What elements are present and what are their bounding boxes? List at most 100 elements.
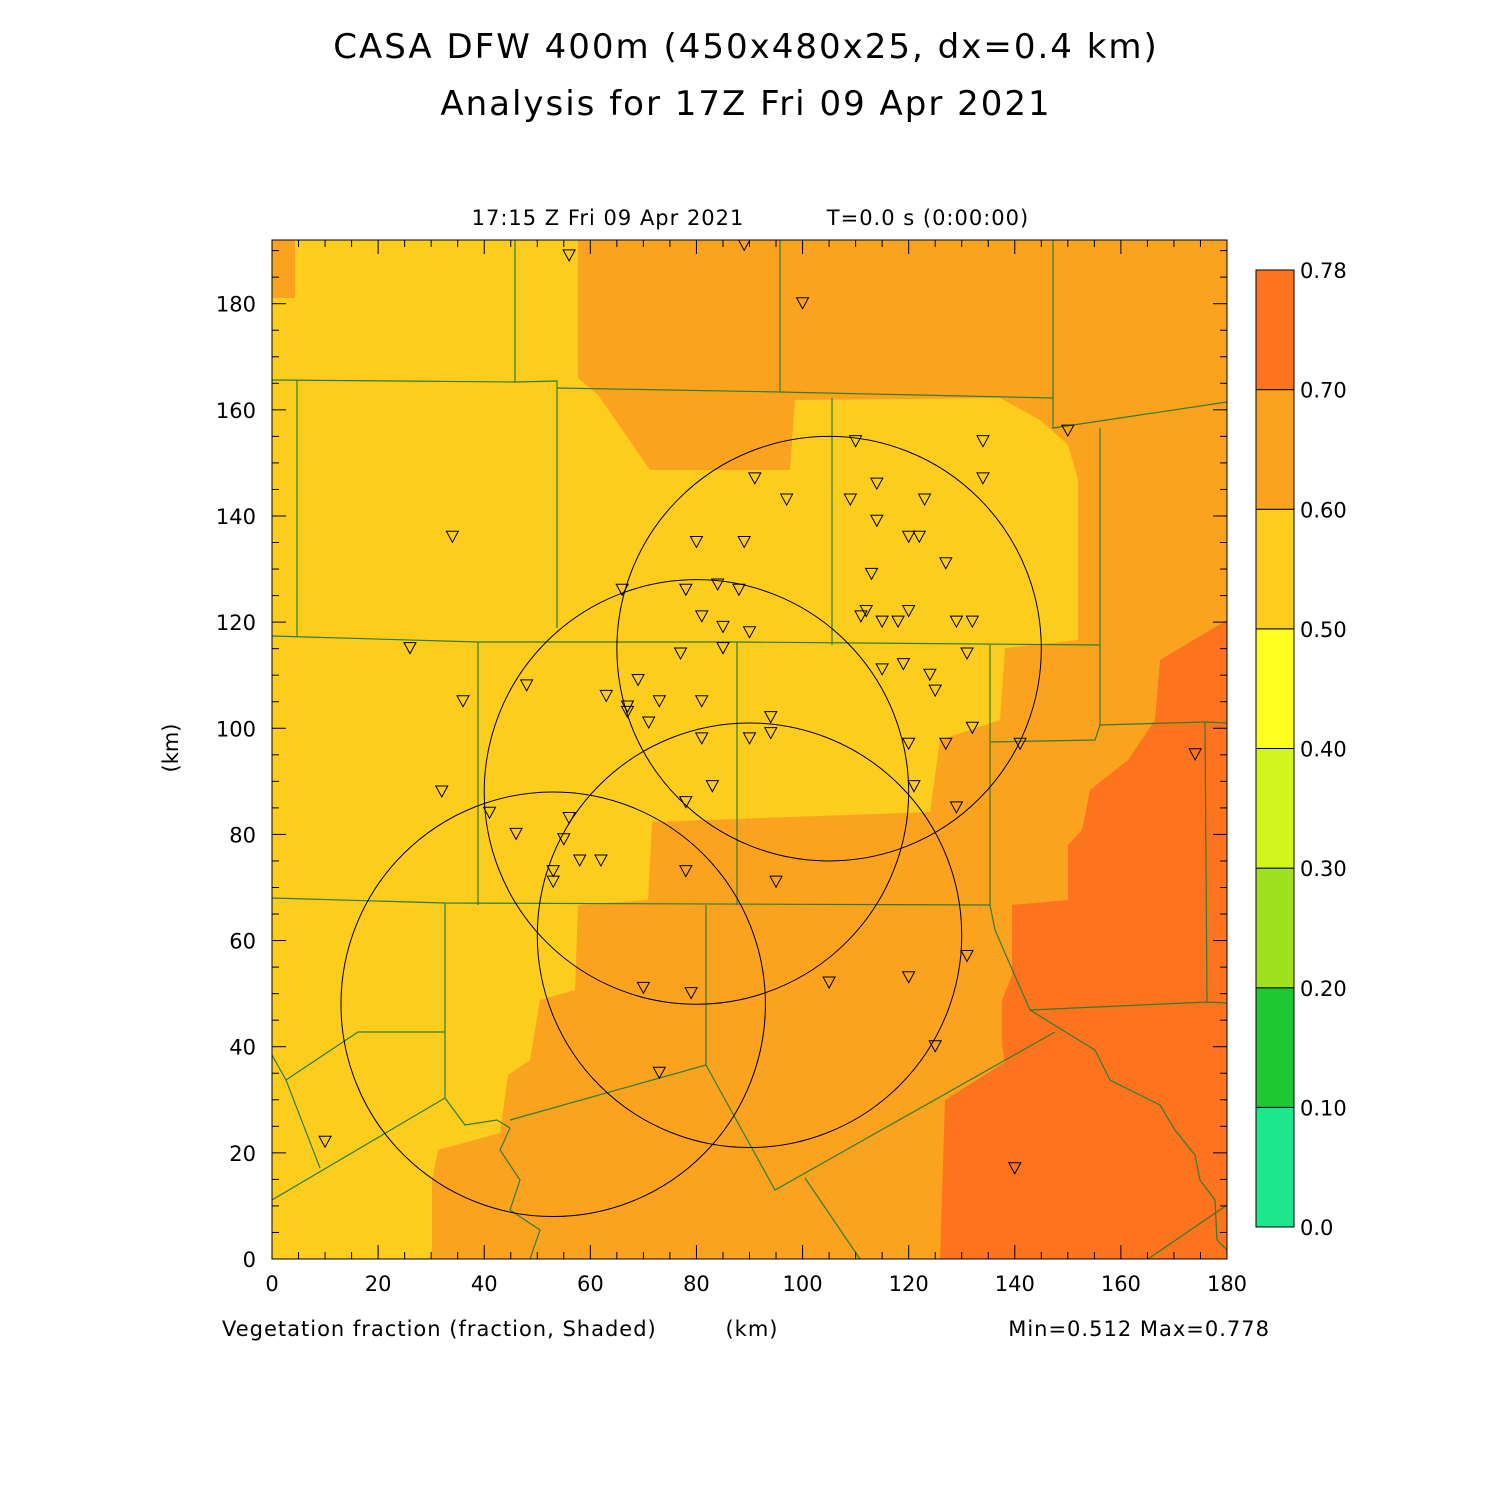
station-marker [689,536,704,549]
station-markers [318,240,1203,1175]
station-marker [864,567,879,581]
station-marker [652,695,667,708]
station-marker [949,801,964,814]
station-marker [1013,737,1027,751]
colorbar: 0.0 0.10 0.20 0.30 0.40 0.50 0.60 0.70 0.78 [1255,259,1347,1240]
station-marker [403,642,417,655]
station-marker [960,647,974,661]
station-marker [556,833,571,846]
x-tick-label: 140 [995,1272,1035,1296]
plot-area [272,240,1227,1259]
station-marker [434,785,449,799]
station-marker [928,684,943,698]
station-marker [482,806,497,820]
station-marker [694,610,709,623]
y-tick-label: 100 [216,717,256,741]
station-marker [763,711,778,724]
station-marker [901,530,916,544]
colorbar-label: 0.30 [1300,857,1347,881]
colorbar-segment [1255,867,1295,989]
station-marker [599,689,614,703]
station-marker [896,658,911,671]
station-marker [631,674,645,687]
colorbar-segment [1255,628,1295,749]
station-marker [636,981,651,995]
station-marker [716,620,730,634]
y-tick-label: 120 [216,611,256,635]
station-marker [641,716,656,730]
field-label: Vegetation fraction (fraction, Shaded) [222,1317,657,1341]
time-stamp-label: 17:15 Z Fri 09 Apr 2021 [472,206,745,230]
y-axis: 0 20 40 60 80 100 120 140 160 180 [216,250,1227,1272]
y-tick-label: 60 [229,930,256,954]
station-marker [562,811,576,825]
station-marker [732,583,746,597]
model-time-label: T=0.0 s (0:00:00) [826,206,1029,230]
station-marker [678,583,693,597]
x-tick-label: 80 [683,1272,710,1296]
x-tick-label: 120 [889,1272,929,1296]
station-marker [694,695,709,708]
range-ring [536,722,963,1149]
x-tick-label: 60 [577,1272,604,1296]
station-marker [960,949,974,963]
station-marker [912,530,927,544]
station-marker [445,530,460,544]
station-marker [976,472,990,485]
station-marker [594,854,608,867]
station-marker [779,493,794,507]
station-marker [763,727,778,740]
station-marker [318,1135,332,1149]
station-marker [620,705,635,719]
station-marker [678,865,693,878]
colorbar-label: 0.40 [1300,738,1347,762]
station-marker [875,663,889,676]
x-tick-label: 160 [1101,1272,1141,1296]
x-tick-label: 100 [783,1272,823,1296]
station-marker [928,1040,943,1053]
station-marker [901,971,916,984]
colorbar-label: 0.0 [1300,1216,1333,1240]
station-marker [716,642,730,655]
field-band-070-078 [940,620,1227,1259]
station-marker [901,737,916,751]
station-marker [737,536,752,549]
x-tick-label: 40 [471,1272,498,1296]
station-marker [742,732,757,745]
y-tick-label: 80 [229,823,256,847]
y-tick-label: 160 [216,399,256,423]
y-tick-label: 20 [229,1142,256,1166]
station-marker [694,732,709,745]
station-marker [875,615,889,629]
y-tick-label: 180 [216,293,256,317]
colorbar-segment [1255,389,1295,510]
station-marker [684,987,698,1000]
station-marker [615,583,630,597]
station-marker [869,514,884,528]
field-band-050-060 [272,240,1078,1259]
range-ring [616,435,1042,862]
colorbar-label: 0.10 [1300,1096,1347,1120]
station-marker [965,721,980,735]
station-marker [519,679,534,692]
y-tick-label: 140 [216,505,256,529]
station-marker [509,827,523,841]
station-marker [869,477,884,491]
station-marker [546,865,561,878]
x-tick-label: 180 [1207,1272,1247,1296]
county-boundaries [272,240,1227,1259]
station-marker [572,854,587,867]
station-marker [923,668,937,682]
min-max-label: Min=0.512 Max=0.778 [1008,1317,1270,1341]
colorbar-segment [1255,987,1295,1108]
colorbar-segment [1255,508,1295,630]
station-marker [822,976,836,990]
station-marker [652,1066,667,1080]
x-axis-label: (km) [725,1317,778,1341]
station-marker [949,615,964,629]
station-marker [917,493,932,507]
station-marker [705,780,720,793]
y-tick-label: 0 [243,1248,256,1272]
x-axis: 0 20 40 60 80 100 120 140 160 180 [265,240,1247,1296]
